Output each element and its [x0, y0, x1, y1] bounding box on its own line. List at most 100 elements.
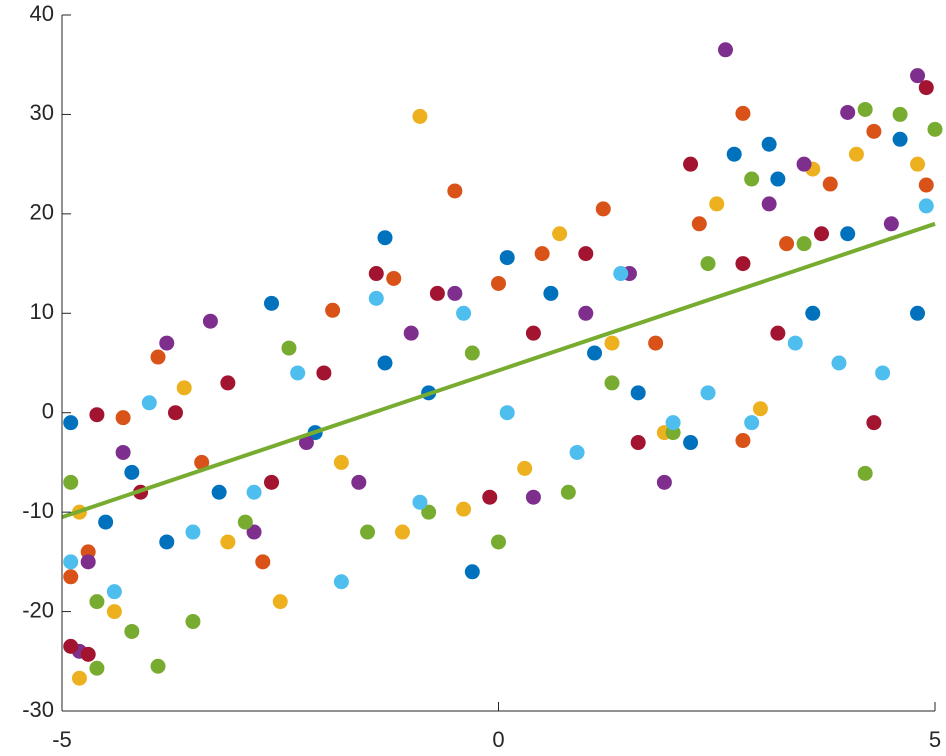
point — [220, 375, 236, 391]
point — [726, 146, 742, 162]
point — [491, 275, 506, 291]
point — [150, 658, 166, 674]
fit-line — [61, 221, 936, 520]
point — [360, 524, 376, 540]
point — [89, 660, 105, 676]
point — [167, 405, 183, 421]
point — [412, 108, 428, 124]
y-tick-label: -10 — [22, 498, 54, 523]
point — [700, 256, 716, 272]
point — [482, 489, 498, 505]
point — [665, 415, 681, 431]
point — [456, 501, 472, 517]
point — [910, 156, 926, 172]
point — [447, 183, 463, 199]
point — [691, 216, 707, 232]
point — [71, 670, 87, 686]
point — [429, 285, 445, 301]
point — [464, 345, 480, 361]
point — [761, 136, 777, 152]
point — [456, 305, 472, 321]
point — [883, 216, 899, 232]
point — [176, 380, 192, 396]
point — [106, 584, 122, 600]
point — [220, 534, 236, 550]
point — [840, 104, 856, 120]
point — [517, 460, 533, 476]
point — [779, 236, 795, 252]
point — [377, 230, 393, 246]
point — [918, 80, 934, 96]
point — [211, 484, 227, 500]
point — [552, 226, 568, 242]
point — [316, 365, 332, 381]
point — [700, 385, 716, 401]
y-tick-label: -20 — [22, 597, 54, 622]
point — [403, 325, 419, 341]
point — [656, 474, 672, 490]
point — [683, 435, 699, 451]
point — [578, 305, 594, 321]
point — [630, 385, 646, 401]
y-tick-label: -30 — [22, 697, 54, 722]
point — [98, 514, 114, 530]
point — [63, 415, 79, 431]
point — [770, 171, 786, 187]
point — [709, 196, 725, 212]
point — [246, 484, 262, 500]
point — [124, 464, 140, 480]
point — [569, 444, 585, 460]
point — [281, 340, 297, 356]
y-tick-label: 40 — [30, 1, 54, 26]
point — [735, 433, 751, 449]
y-tick-label: 30 — [30, 100, 54, 125]
point — [840, 226, 856, 242]
point — [910, 305, 926, 321]
point — [447, 285, 463, 301]
point — [290, 365, 306, 381]
point — [604, 335, 620, 351]
point — [796, 156, 812, 172]
point — [578, 246, 594, 262]
point — [351, 474, 367, 490]
point — [761, 196, 777, 212]
point — [421, 504, 437, 520]
point — [560, 484, 576, 500]
point — [735, 105, 751, 121]
point — [202, 313, 218, 329]
point — [272, 594, 288, 610]
point — [866, 123, 882, 139]
point — [918, 177, 934, 193]
point — [613, 266, 629, 282]
point — [150, 349, 166, 365]
point — [805, 305, 821, 321]
point — [159, 335, 175, 351]
point — [491, 534, 506, 550]
point — [831, 355, 847, 371]
point — [848, 146, 864, 162]
point — [185, 524, 201, 540]
point — [857, 465, 873, 481]
point — [822, 176, 838, 192]
point — [115, 410, 131, 426]
x-tick-label: 0 — [492, 727, 504, 752]
point — [892, 106, 908, 122]
x-tick-label: -5 — [52, 727, 72, 752]
point — [464, 564, 480, 580]
point — [194, 454, 210, 470]
point — [412, 494, 428, 510]
point — [237, 514, 253, 530]
point — [80, 554, 96, 570]
point — [159, 534, 175, 550]
point — [534, 246, 550, 262]
y-tick-label: 20 — [30, 200, 54, 225]
point — [386, 270, 402, 286]
point — [333, 574, 349, 590]
point — [499, 405, 515, 421]
y-tick-label: 0 — [42, 399, 54, 424]
point — [499, 250, 515, 266]
point — [141, 395, 157, 411]
point — [752, 401, 768, 417]
point — [63, 554, 79, 570]
point — [333, 454, 349, 470]
